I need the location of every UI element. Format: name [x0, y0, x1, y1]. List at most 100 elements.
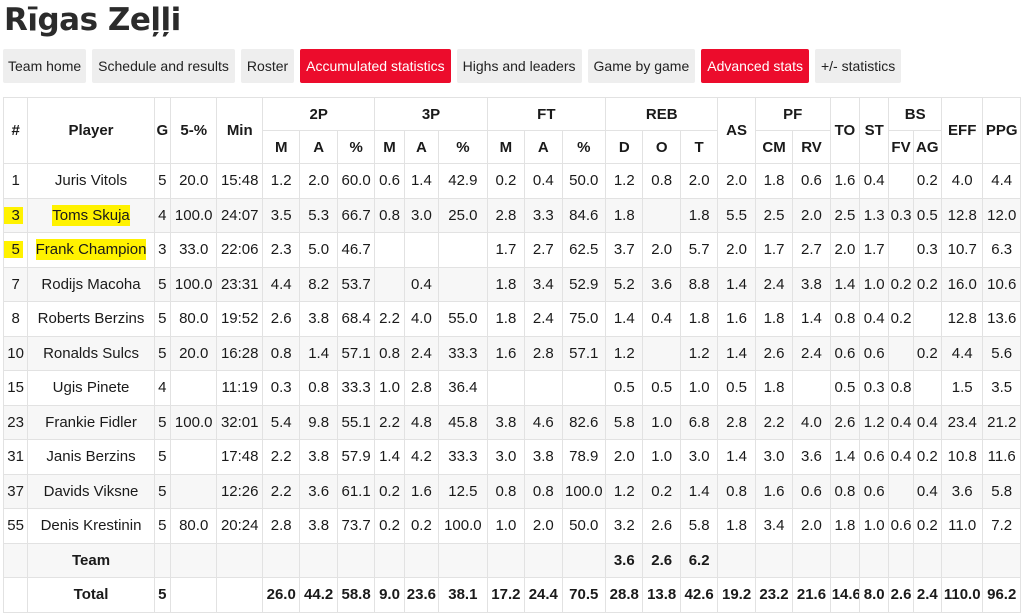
player-name-link[interactable]: Frank Champion	[35, 239, 147, 261]
stat-cm: 2.4	[754, 266, 794, 302]
stat-ftp: 50.0	[561, 163, 607, 199]
stat-fta: 3.8	[524, 439, 563, 475]
header-reb-defensive[interactable]: D	[605, 130, 644, 164]
header-minutes[interactable]: Min	[216, 97, 263, 164]
stat-min: 32:01	[216, 404, 263, 440]
header-efficiency[interactable]: EFF	[940, 97, 984, 164]
header-ft-pct[interactable]: %	[561, 130, 607, 164]
tab-schedule-and-results[interactable]: Schedule and results	[92, 49, 235, 83]
header-reb-offensive[interactable]: O	[642, 130, 681, 164]
player-name-link[interactable]: Toms Skuja	[52, 204, 130, 226]
header-2p-pct[interactable]: %	[336, 130, 376, 164]
stat-rt: 5.8	[679, 508, 719, 544]
stat-to: 2.5	[829, 197, 861, 233]
stat-p2m: 4.4	[261, 266, 301, 302]
header-pf-committed[interactable]: CM	[754, 130, 794, 164]
table-row: 55 Denis Krestinin 5 80.0 20:24 2.8 3.8 73.7 0.2…	[2, 508, 1021, 544]
header-bs-favor[interactable]: FV	[888, 130, 914, 164]
stat-rd: 1.2	[605, 473, 644, 509]
player-name-link[interactable]: Rodijs Macoha	[41, 275, 141, 293]
header-ppg[interactable]: PPG	[982, 97, 1021, 164]
tab-game-by-game[interactable]: Game by game	[587, 49, 696, 83]
stat-as: 1.4	[717, 266, 756, 302]
stat-rt: 1.2	[679, 335, 719, 371]
stat-ppg: 10.6	[982, 266, 1021, 302]
team-label: Team	[27, 542, 155, 578]
header-number[interactable]: #	[2, 97, 29, 164]
stat-ag: 0.5	[912, 197, 942, 233]
stat-to: 1.4	[829, 266, 861, 302]
stat-p3a: 1.4	[403, 163, 440, 199]
stat-fv: 0.3	[888, 197, 914, 233]
player-name-link[interactable]: Ugis Pinete	[52, 379, 130, 397]
header-3p: 3P	[374, 97, 488, 131]
stat-cm: 3.0	[754, 439, 794, 475]
player-name-link[interactable]: Frankie Fidler	[45, 413, 137, 431]
header-ft: FT	[486, 97, 607, 131]
player-name-cell: Janis Berzins	[27, 439, 155, 475]
stat-rt: 2.0	[679, 163, 719, 199]
stat-p3a: 2.8	[403, 370, 440, 406]
tab-roster[interactable]: Roster	[240, 49, 295, 83]
tab-accumulated-statistics[interactable]: Accumulated statistics	[300, 49, 451, 83]
stat-rv: 3.8	[792, 266, 831, 302]
header-steals[interactable]: ST	[859, 97, 890, 164]
header-3p-made[interactable]: M	[374, 130, 405, 164]
tab-highs-and-leaders[interactable]: Highs and leaders	[456, 49, 582, 83]
header-reb: REB	[605, 97, 719, 131]
header-games[interactable]: G	[153, 97, 171, 164]
player-name-link[interactable]: Roberts Berzins	[37, 310, 145, 328]
header-turnovers[interactable]: TO	[829, 97, 861, 164]
header-pf-received[interactable]: RV	[792, 130, 831, 164]
header-starting-five-pct[interactable]: 5-%	[169, 97, 218, 164]
header-ft-made[interactable]: M	[486, 130, 526, 164]
header-reb-total[interactable]: T	[679, 130, 719, 164]
player-name-link[interactable]: Janis Berzins	[46, 448, 136, 466]
team-stat-rt: 6.2	[679, 542, 719, 578]
stat-rd: 1.8	[605, 197, 644, 233]
stat-rt: 5.7	[679, 232, 719, 268]
tab-plus-minus-statistics[interactable]: +/- statistics	[814, 49, 902, 83]
stat-p2p: 57.9	[336, 439, 376, 475]
stat-ag: 0.4	[912, 404, 942, 440]
stat-g: 5	[153, 266, 171, 302]
stat-ro: 0.4	[642, 301, 681, 337]
stat-ro: 1.0	[642, 439, 681, 475]
player-name-link[interactable]: Juris Vitols	[54, 172, 128, 190]
player-name-link[interactable]: Ronalds Sulcs	[43, 344, 139, 362]
player-number-text: 3	[4, 206, 23, 224]
stat-ag: 0.2	[912, 508, 942, 544]
stat-st: 0.4	[859, 301, 890, 337]
team-stat-eff	[940, 542, 984, 578]
header-ft-attempted[interactable]: A	[524, 130, 563, 164]
player-name-link[interactable]: Davids Viksne	[43, 482, 139, 500]
header-player[interactable]: Player	[27, 97, 155, 164]
stat-rv: 1.4	[792, 301, 831, 337]
stat-fta: 0.4	[524, 163, 563, 199]
stat-ftm: 2.8	[486, 197, 526, 233]
header-3p-pct[interactable]: %	[438, 130, 488, 164]
stat-p3a: 0.2	[403, 508, 440, 544]
player-number: 23	[2, 404, 29, 440]
header-bs-against[interactable]: AG	[912, 130, 942, 164]
player-name-cell: Frankie Fidler	[27, 404, 155, 440]
stat-p3a: 0.4	[403, 266, 440, 302]
stat-cm: 3.4	[754, 508, 794, 544]
team-stat-p2a	[299, 542, 338, 578]
stat-ftp: 52.9	[561, 266, 607, 302]
stat-ftm: 0.2	[486, 163, 526, 199]
header-2p-attempted[interactable]: A	[299, 130, 338, 164]
stat-g: 5	[153, 404, 171, 440]
header-assists[interactable]: AS	[717, 97, 756, 164]
header-3p-attempted[interactable]: A	[403, 130, 440, 164]
stat-p3a: 4.2	[403, 439, 440, 475]
stat-as: 0.8	[717, 473, 756, 509]
stat-p2a: 3.8	[299, 508, 338, 544]
team-stat-ftm	[486, 542, 526, 578]
tab-team-home[interactable]: Team home	[3, 49, 87, 83]
header-2p-made[interactable]: M	[261, 130, 301, 164]
stat-p3m: 1.4	[374, 439, 405, 475]
stat-g: 5	[153, 473, 171, 509]
tab-advanced-stats[interactable]: Advanced stats	[701, 49, 809, 83]
player-name-link[interactable]: Denis Krestinin	[40, 517, 142, 535]
